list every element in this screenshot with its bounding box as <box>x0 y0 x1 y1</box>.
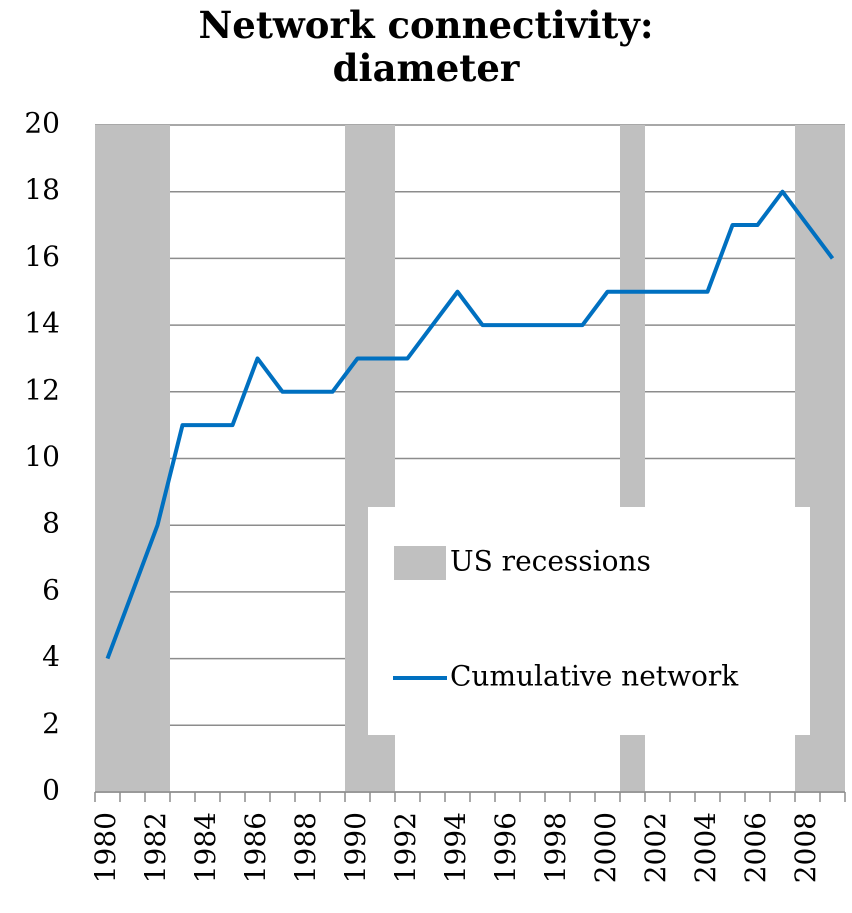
recession-bar <box>820 125 845 792</box>
y-tick-label: 8 <box>42 507 60 540</box>
legend-label: US recessions <box>450 545 651 578</box>
y-tick-label: 6 <box>42 573 60 606</box>
y-tick-label: 10 <box>24 440 60 473</box>
legend-label: Cumulative network <box>450 660 739 693</box>
y-tick-label: 20 <box>24 107 60 140</box>
legend-box <box>368 507 810 735</box>
y-tick-label: 14 <box>24 307 60 340</box>
x-tick-label: 1984 <box>189 812 222 883</box>
x-tick-label: 2004 <box>689 812 722 883</box>
x-tick-label: 1988 <box>289 812 322 883</box>
x-tick-label: 2002 <box>639 812 672 883</box>
legend: US recessions Cumulative network <box>368 507 810 735</box>
data-line <box>105 189 835 660</box>
x-tick-label: 2006 <box>739 812 772 883</box>
recession-bar <box>95 125 120 792</box>
x-tick-label: 2008 <box>789 812 822 883</box>
x-tick-label: 2000 <box>589 812 622 883</box>
x-tick-label: 1994 <box>439 812 472 883</box>
x-tick-label: 1986 <box>239 812 272 883</box>
recession-bar <box>345 125 370 792</box>
x-tick-label: 1996 <box>489 812 522 883</box>
x-tick-label: 1998 <box>539 812 572 883</box>
x-tick-label: 1992 <box>389 812 422 883</box>
x-tick-label: 1982 <box>139 812 172 883</box>
y-tick-label: 2 <box>42 707 60 740</box>
x-tick-label: 1980 <box>89 812 122 883</box>
recession-bar <box>120 125 145 792</box>
recession-bar <box>145 125 170 792</box>
chart-title: Network connectivity: diameter <box>198 3 654 90</box>
y-tick-label: 16 <box>24 240 60 273</box>
y-tick-label: 18 <box>24 173 60 206</box>
x-tick-label: 1990 <box>339 812 372 883</box>
y-tick-label: 12 <box>24 373 60 406</box>
legend-swatch <box>394 546 446 580</box>
y-tick-label: 4 <box>42 640 60 673</box>
y-tick-label: 0 <box>42 774 60 807</box>
